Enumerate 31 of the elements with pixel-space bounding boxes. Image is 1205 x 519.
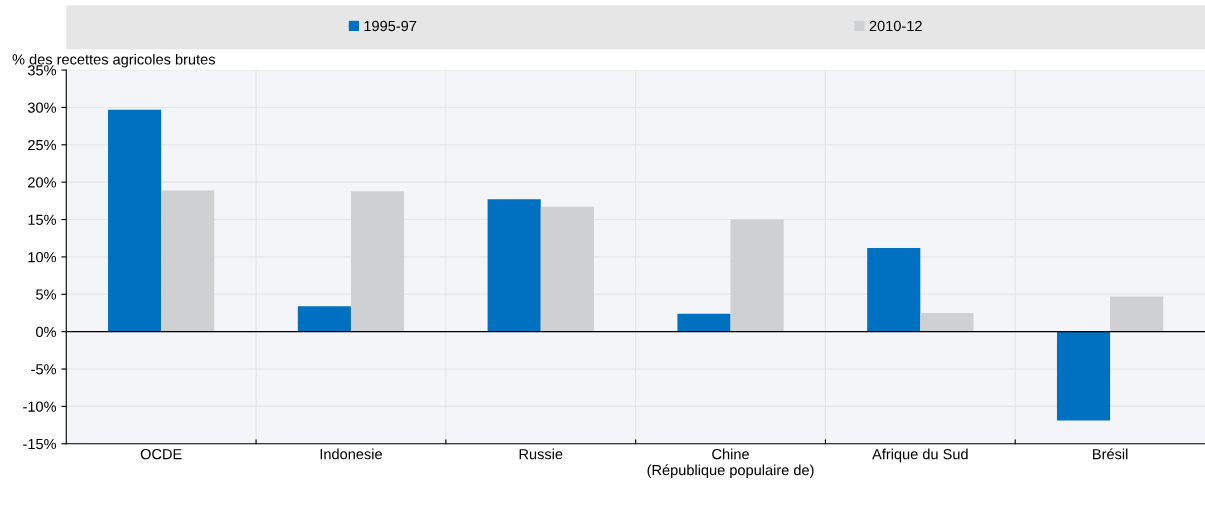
y-tick-label: -15% (23, 438, 57, 450)
bar (350, 191, 405, 332)
bar (730, 219, 784, 332)
x-tick-label: Brésil (1093, 448, 1128, 460)
bar (297, 306, 351, 332)
bar (867, 247, 921, 332)
bar (108, 109, 162, 332)
bar (1056, 331, 1111, 421)
bar (1110, 296, 1164, 332)
legend-label: 2010-12 (869, 20, 922, 32)
y-tick-label: -10% (23, 401, 57, 412)
bar (540, 206, 594, 332)
y-tick-label: 25% (28, 139, 57, 151)
y-tick-label: 10% (28, 252, 57, 263)
x-tick-label: Chine (République populaire de) (647, 448, 814, 479)
bar (161, 190, 215, 332)
x-tick-label: Russie (519, 448, 563, 460)
x-tick-label: OCDE (140, 448, 182, 460)
y-tick-label: 0% (36, 326, 57, 338)
y-tick-label: 35% (27, 65, 57, 76)
legend-label: 1995-97 (364, 20, 417, 32)
y-tick-label: 20% (28, 177, 57, 188)
y-tick-label: -5% (31, 364, 57, 375)
bar (920, 312, 974, 332)
bar (677, 313, 731, 332)
y-tick-label: 15% (28, 214, 57, 225)
x-tick-label: Indonesie (320, 448, 382, 460)
y-tick-label: 30% (27, 102, 57, 113)
x-tick-label: Afrique du Sud (872, 448, 968, 463)
bar (487, 199, 541, 332)
y-tick-label: 5% (36, 289, 57, 300)
